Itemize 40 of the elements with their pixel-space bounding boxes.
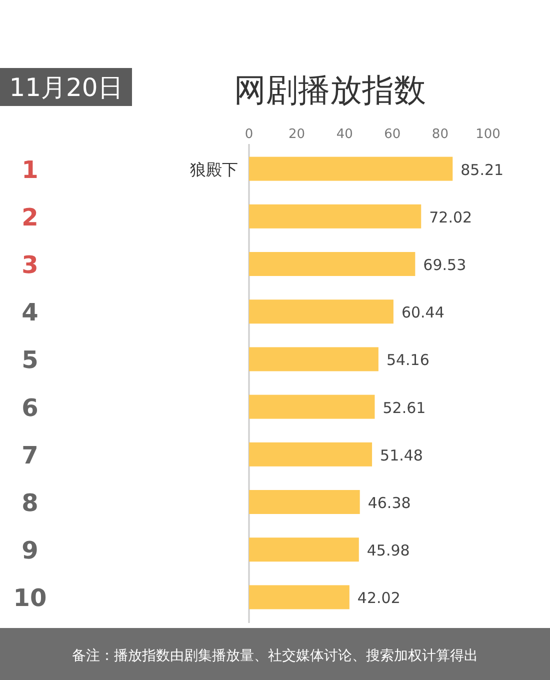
bar (249, 442, 372, 466)
text: 2 (22, 203, 38, 232)
text: 8 (22, 489, 38, 517)
text: 1 (22, 156, 38, 184)
bar (249, 585, 350, 610)
chart-subtitle: 11月20日 (9, 73, 123, 102)
data-label: 72.02 (429, 208, 472, 226)
data-label: 54.16 (386, 351, 430, 370)
text: 5 (22, 346, 38, 374)
x-tick-label: 60 (384, 127, 401, 142)
x-tick-label: 20 (288, 127, 306, 142)
text: 10 (13, 584, 47, 612)
data-label: 52.61 (382, 398, 426, 417)
chart-title: 网剧播放指数 (234, 71, 426, 109)
data-label: 45.98 (366, 542, 410, 560)
x-tick-label: 80 (432, 127, 448, 142)
text: 3 (22, 251, 38, 279)
bar (249, 156, 453, 181)
text: 4 (22, 298, 38, 327)
bar (249, 300, 394, 324)
x-tick-label: 0 (244, 127, 254, 142)
text: 6 (22, 394, 38, 422)
data-label: 60.44 (401, 304, 444, 322)
data-label: 46.38 (368, 494, 411, 512)
x-tick-label: 40 (336, 127, 353, 142)
bar (249, 394, 375, 419)
bar (249, 347, 378, 372)
data-label: 85.21 (460, 160, 504, 179)
data-label: 69.53 (423, 256, 466, 274)
bar (249, 490, 360, 514)
bar (249, 538, 359, 562)
text: 备注：播放指数由剧集播放量、社交媒体讨论、搜索加权计算得出 (72, 648, 478, 664)
y-tick-label: 狼殿下 (190, 160, 238, 179)
text: 7 (22, 441, 38, 470)
bar (249, 204, 422, 228)
data-label: 51.48 (380, 446, 423, 464)
x-tick-label: 100 (476, 127, 500, 142)
data-label: 42.02 (357, 589, 400, 608)
bar (249, 252, 416, 276)
text: 9 (22, 536, 38, 565)
